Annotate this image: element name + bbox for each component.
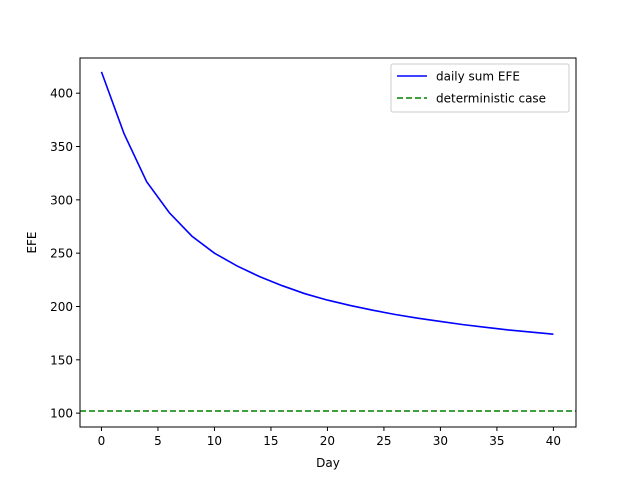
y-tick-label-100: 100: [50, 407, 73, 421]
x-tick-label-0: 0: [98, 434, 106, 448]
y-tick-label-350: 350: [50, 140, 73, 154]
x-tick-label-35: 35: [489, 434, 504, 448]
x-tick-label-5: 5: [154, 434, 162, 448]
y-tick-label-300: 300: [50, 193, 73, 207]
x-tick-label-25: 25: [376, 434, 391, 448]
y-tick-label-200: 200: [50, 300, 73, 314]
legend-box: [390, 63, 570, 113]
x-tick-label-15: 15: [263, 434, 278, 448]
x-tick-label-10: 10: [207, 434, 222, 448]
y-tick-label-250: 250: [50, 247, 73, 261]
axes-frame: [79, 57, 577, 428]
x-tick-label-40: 40: [546, 434, 561, 448]
legend: daily sum EFE deterministic case: [390, 63, 570, 113]
y-axis: 100 150 200 250 300 350 400: [50, 87, 80, 421]
series-line-daily-sum-efe: [100, 71, 554, 336]
x-tick-label-30: 30: [433, 434, 448, 448]
y-axis-label: EFE: [25, 231, 39, 253]
x-tick-label-20: 20: [320, 434, 335, 448]
y-tick-label-150: 150: [50, 353, 73, 367]
legend-label-deterministic-case: deterministic case: [436, 92, 546, 106]
x-axis: 0 5 10 15 20 25 30 35 40: [98, 427, 561, 448]
x-axis-label: Day: [316, 456, 340, 470]
y-tick-label-400: 400: [50, 87, 73, 101]
plot-area: [80, 71, 576, 412]
legend-label-daily-sum-efe: daily sum EFE: [436, 70, 520, 84]
